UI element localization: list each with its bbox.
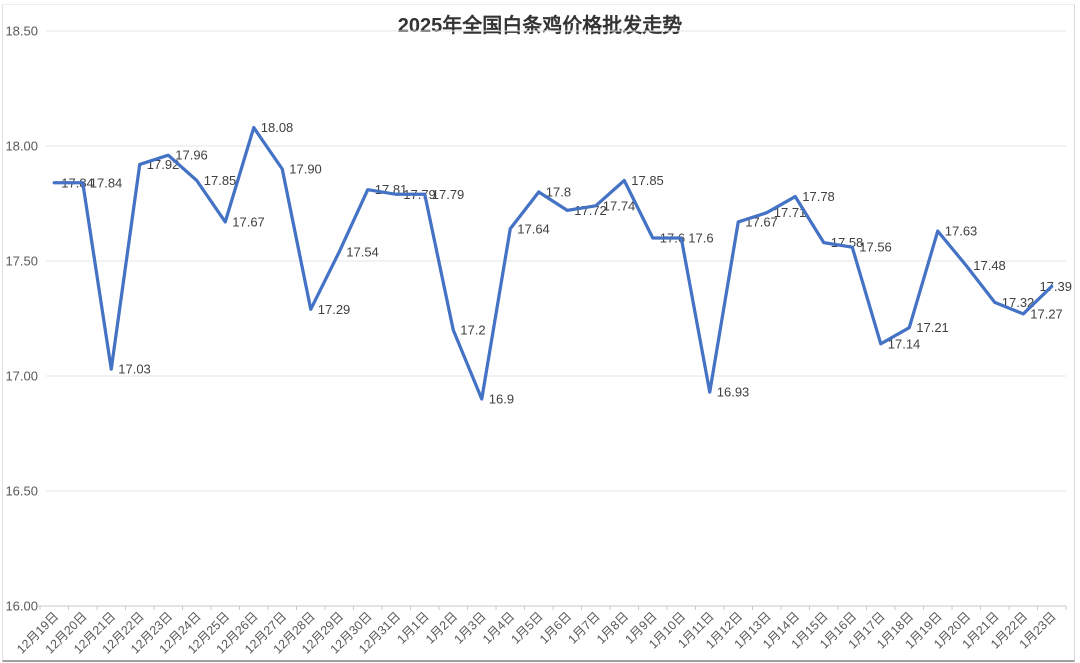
y-tick-label: 18.00: [5, 139, 38, 154]
data-label: 17.67: [232, 214, 265, 229]
data-label: 16.9: [489, 392, 514, 407]
data-label: 17.56: [859, 240, 892, 255]
data-label: 17.54: [346, 244, 379, 259]
y-tick-label: 18.50: [5, 24, 38, 39]
data-label: 17.71: [774, 205, 807, 220]
data-label: 17.85: [204, 173, 237, 188]
data-label: 16.93: [717, 385, 750, 400]
data-label: 17.29: [318, 302, 351, 317]
data-label: 17.74: [603, 198, 636, 213]
data-label: 17.48: [973, 258, 1006, 273]
price-series-line: [52, 125, 1054, 401]
data-label: 17.64: [517, 221, 550, 236]
data-label: 17.03: [118, 362, 151, 377]
data-label: 17.14: [888, 336, 921, 351]
data-label: 17.90: [289, 162, 322, 177]
data-label: 17.63: [945, 224, 978, 239]
data-label: 17.27: [1030, 306, 1063, 321]
data-label: 17.85: [631, 173, 664, 188]
data-label: 17.78: [802, 189, 835, 204]
data-label: 18.08: [261, 120, 294, 135]
data-label: 17.96: [175, 148, 208, 163]
data-label: 17.21: [916, 320, 949, 335]
y-tick-label: 16.00: [5, 599, 38, 614]
data-label: 17.8: [546, 185, 571, 200]
data-label: 17.84: [90, 175, 123, 190]
y-tick-label: 17.50: [5, 254, 38, 269]
data-label: 17.79: [432, 187, 465, 202]
data-label: 17.6: [688, 231, 713, 246]
data-label: 17.32: [1002, 295, 1035, 310]
y-tick-label: 16.50: [5, 484, 38, 499]
data-label: 17.2: [460, 323, 485, 338]
y-tick-label: 17.00: [5, 369, 38, 384]
